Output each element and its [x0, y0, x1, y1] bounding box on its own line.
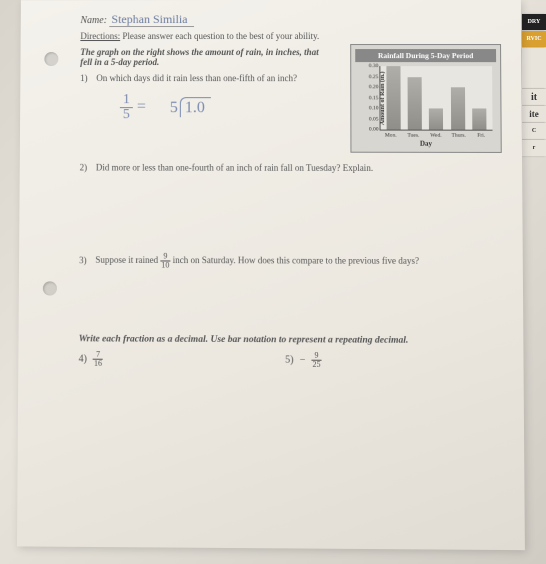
ytick: 0.20: [369, 84, 379, 90]
q2-num: 2): [80, 162, 94, 174]
ytick: 0.15: [369, 95, 379, 101]
tab-it: it: [522, 89, 546, 105]
question-4: 4) 716: [79, 351, 286, 369]
q1-text: On which days did it rain less than one-…: [96, 73, 297, 83]
directions-text: Please answer each question to the best …: [122, 31, 319, 41]
xtick: Thurs.: [452, 133, 466, 139]
tab-dry: DRY: [522, 14, 546, 30]
chart-bar: [386, 66, 400, 129]
ytick: 0.00: [369, 127, 379, 133]
name-line: Name: Stephan Similia: [80, 12, 490, 27]
chart-xlabels: Mon. Tues. Wed. Thurs. Fri.: [380, 133, 493, 139]
ytick: 0.25: [369, 74, 379, 80]
question-5: 5) − 925: [285, 352, 493, 370]
question-2: 2) Did more or less than one-fourth of a…: [80, 162, 492, 175]
chart-bars: [380, 66, 492, 130]
tab-r: r: [522, 140, 546, 156]
q4-num: 4): [79, 354, 87, 365]
chart-bar: [408, 77, 422, 130]
q2-text: Did more or less than one-fourth of an i…: [96, 162, 373, 173]
questions-4-5-row: 4) 716 5) − 925: [79, 351, 494, 370]
chart-bar: [451, 87, 465, 129]
long-division: 51.0: [170, 97, 211, 117]
q5-neg: −: [300, 355, 306, 366]
fraction-one-fifth: 1 5: [120, 93, 133, 122]
name-label: Name:: [80, 15, 107, 26]
workspace-gap: [79, 182, 492, 254]
chart-bar: [472, 108, 486, 129]
tab-ite: ite: [522, 106, 546, 122]
chart-xlabel: Day: [355, 140, 496, 148]
chart-title: Rainfall During 5-Day Period: [355, 49, 496, 62]
tab-rvic: RVIC: [522, 31, 546, 47]
tab-blank1: [522, 48, 546, 88]
workspace-gap: [79, 278, 493, 337]
xtick: Wed.: [429, 133, 443, 139]
directions-label: Directions:: [80, 31, 120, 41]
ytick: 0.05: [369, 116, 379, 122]
punch-hole: [43, 281, 57, 295]
student-name: Stephan Similia: [109, 12, 193, 27]
chart-plot-area: Amount of Rain (in.) 0.300.250.200.150.1…: [379, 66, 492, 131]
worksheet-page: Name: Stephan Similia Directions: Please…: [17, 0, 525, 550]
binder-tabs: DRY RVIC it ite C r: [522, 14, 546, 157]
q4-fraction: 716: [93, 351, 103, 368]
q3-pre: Suppose it rained: [95, 255, 160, 265]
equals-sign: =: [137, 98, 146, 115]
q3-fraction: 910: [160, 253, 170, 270]
q5-num: 5): [285, 355, 293, 366]
xtick: Mon.: [384, 133, 398, 139]
section-2-heading: Write each fraction as a decimal. Use ba…: [79, 335, 493, 347]
q1-num: 1): [80, 73, 94, 85]
directions: Directions: Please answer each question …: [80, 31, 491, 41]
ytick: 0.10: [369, 105, 379, 111]
q3-post: inch on Saturday. How does this compare …: [170, 255, 419, 266]
tab-c: C: [522, 123, 546, 139]
chart-bar: [429, 108, 443, 129]
xtick: Tues.: [406, 133, 420, 139]
question-3: 3) Suppose it rained 910 inch on Saturda…: [79, 252, 492, 271]
punch-hole: [44, 52, 58, 66]
q3-num: 3): [79, 255, 93, 267]
chart-yticks: 0.300.250.200.150.100.050.00: [360, 66, 378, 129]
ytick: 0.30: [369, 63, 379, 69]
q5-fraction: 925: [311, 352, 321, 369]
rainfall-chart: Rainfall During 5-Day Period Amount of R…: [350, 44, 502, 153]
xtick: Fri.: [474, 133, 488, 139]
